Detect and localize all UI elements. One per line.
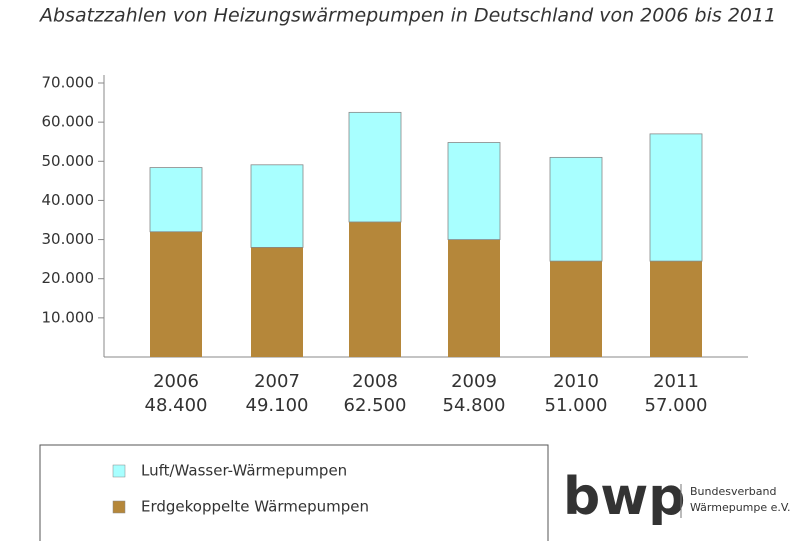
bar-segment	[549, 156, 603, 262]
bar-segment	[250, 164, 304, 248]
x-tick-label: 2008	[352, 371, 398, 392]
bar-segment	[349, 221, 401, 357]
total-label: 49.100	[246, 395, 309, 416]
bar-segment	[550, 261, 602, 357]
x-tick-label: 2007	[254, 371, 300, 392]
legend-label: Erdgekoppelte Wärmepumpen	[141, 498, 369, 516]
y-tick-label: 60.000	[42, 113, 95, 131]
bar-segment	[251, 247, 303, 357]
logo-text: Wärmepumpe e.V.	[690, 501, 791, 514]
x-tick-label: 2006	[153, 371, 199, 392]
total-label: 48.400	[145, 395, 208, 416]
total-label: 57.000	[645, 395, 708, 416]
y-tick-label: 40.000	[42, 191, 95, 209]
total-label: 51.000	[545, 395, 608, 416]
chart-title: Absatzzahlen von Heizungswärmepumpen in …	[38, 5, 776, 27]
bar-segment	[447, 142, 501, 240]
bar-segment	[348, 111, 402, 223]
y-tick-label: 70.000	[42, 74, 95, 92]
bar-segment	[149, 167, 203, 233]
y-tick-label: 30.000	[42, 230, 95, 248]
y-tick-label: 10.000	[42, 308, 95, 326]
x-tick-label: 2010	[553, 371, 599, 392]
legend-swatch	[112, 464, 126, 478]
x-tick-label: 2009	[451, 371, 497, 392]
y-tick-label: 50.000	[42, 152, 95, 170]
logo-mark: bwp	[563, 467, 685, 527]
x-tick-label: 2011	[653, 371, 699, 392]
total-label: 62.500	[344, 395, 407, 416]
logo-text: Bundesverband	[690, 485, 776, 498]
bar-segment	[448, 239, 500, 357]
bar-segment	[150, 231, 202, 357]
legend-swatch	[112, 500, 126, 514]
bar-segment	[649, 133, 703, 262]
bar-segment	[650, 261, 702, 357]
legend-box	[39, 444, 549, 541]
total-label: 54.800	[443, 395, 506, 416]
legend-label: Luft/Wasser-Wärmepumpen	[141, 462, 347, 480]
y-tick-label: 20.000	[42, 269, 95, 287]
